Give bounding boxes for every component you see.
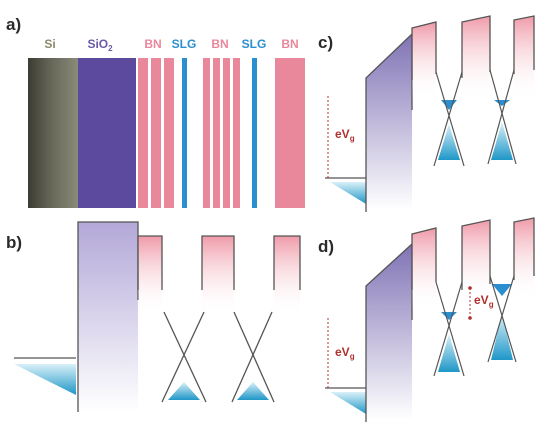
d-bn-1: [412, 228, 436, 310]
c-bn-2-edge: [461, 15, 491, 78]
label-sio2: SiO2: [87, 37, 113, 53]
si-band-triangle: [14, 364, 76, 395]
cone-b2-fill: [237, 382, 269, 400]
bn-layer-2: [151, 58, 161, 208]
label-bn-3: BN: [281, 37, 298, 51]
bn-layer-5: [213, 58, 220, 208]
d-bn-2: [462, 220, 490, 300]
c-sio2-band: [366, 34, 412, 210]
c-cone-2-top: [494, 100, 510, 106]
panel-b-label: b): [6, 233, 22, 252]
bn-band-b3: [274, 236, 300, 316]
si-layer: [28, 58, 78, 208]
c-si-band: [330, 182, 366, 204]
panel-b: b): [6, 221, 301, 412]
d-bn-3: [514, 218, 534, 300]
d-ev2-dot-bottom: [468, 316, 472, 320]
panel-c-label: c): [318, 33, 333, 52]
c-bn-2: [462, 16, 490, 100]
label-bn-1: BN: [144, 37, 161, 51]
c-cone-2-bottom: [491, 122, 513, 160]
cone-b1-fill: [168, 382, 200, 400]
label-slg-2: SLG: [242, 37, 267, 51]
bn-edge-b3: [273, 235, 301, 290]
label-bn-2: BN: [211, 37, 228, 51]
c-bn-3: [514, 16, 534, 100]
panel-d-label: d): [318, 237, 334, 256]
bn-band-b2: [202, 236, 234, 316]
d-cone-1-bottom: [438, 334, 460, 372]
bn-edge-b1: [137, 235, 163, 290]
bn-layer-7: [233, 58, 240, 208]
d-bn-2-edge: [461, 219, 491, 290]
c-cone-1-top: [441, 100, 457, 110]
d-bn-1-edge: [411, 227, 437, 290]
d-bn-3-edge: [513, 217, 535, 280]
d-cone-2-line-b: [487, 275, 515, 363]
c-cone-1-bottom: [438, 124, 460, 160]
d-si-band: [330, 392, 366, 414]
c-cone-2-line-a: [489, 69, 517, 165]
label-slg-1: SLG: [172, 37, 197, 51]
cone-b1-line-a: [163, 311, 207, 403]
d-cone-1-line-b: [433, 281, 463, 377]
c-bn-1-edge: [411, 21, 437, 80]
d-cone-2-top: [492, 284, 512, 296]
panel-c: c) eVg: [318, 15, 535, 212]
c-ev-label: eVg: [335, 127, 355, 143]
c-cone-1-line-a: [435, 71, 465, 167]
c-cone-2-line-b: [487, 69, 515, 165]
c-bn-3-edge: [513, 15, 535, 74]
slg-layer-2: [252, 58, 257, 208]
panel-a: a) Si SiO2 BN SLG BN SLG BN: [6, 15, 305, 208]
panel-d: d) eVg eVg: [318, 217, 535, 422]
bn-layer-1: [138, 58, 148, 208]
d-ev2-label: eVg: [474, 293, 494, 309]
d-cone-1-line-a: [435, 281, 465, 377]
bn-layer-4: [203, 58, 210, 208]
bn-layer-6: [223, 58, 230, 208]
sio2-layer: [78, 58, 136, 208]
sio2-band: [78, 222, 138, 412]
d-ev-label: eVg: [335, 345, 355, 361]
bn-edge-b2: [201, 235, 235, 290]
panel-a-label: a): [6, 15, 21, 34]
cone-b1-line-b: [161, 311, 205, 403]
c-bn-1: [412, 22, 436, 100]
d-cone-2-bottom: [491, 314, 513, 360]
cone-b2-line-b: [231, 311, 273, 403]
bn-band-b1: [138, 236, 162, 316]
d-cone-1-top: [441, 312, 457, 320]
c-cone-1-line-b: [433, 71, 463, 167]
d-ev2-dot-top: [468, 286, 472, 290]
d-cone-2-line-a: [489, 275, 517, 363]
cone-b2-line-a: [233, 311, 275, 403]
slg-layer-1: [182, 58, 187, 208]
label-si: Si: [44, 37, 55, 51]
bn-layer-3: [164, 58, 174, 208]
d-sio2-band: [366, 244, 412, 420]
bn-layer-8: [275, 58, 305, 208]
